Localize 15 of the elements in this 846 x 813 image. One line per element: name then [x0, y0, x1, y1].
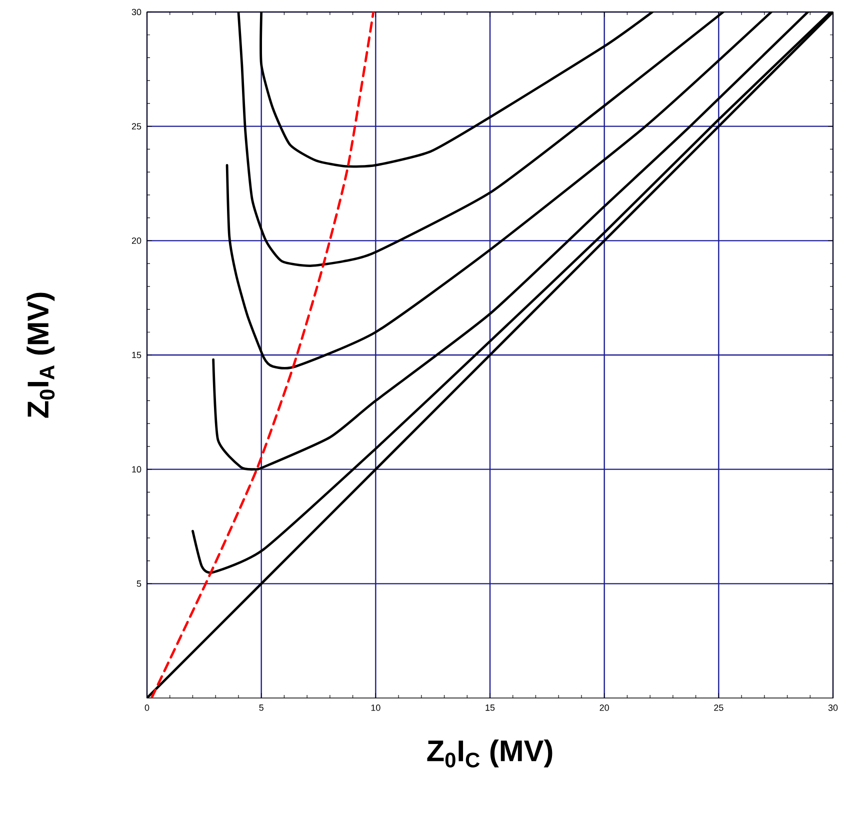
y-tick-label: 5 — [136, 580, 142, 587]
x-tick-label: 5 — [259, 704, 264, 711]
x-tick-label: 10 — [371, 704, 380, 711]
x-tick-label: 0 — [144, 704, 150, 711]
x-tick-label: 20 — [600, 704, 609, 711]
x-axis-title: Z$_{0}$I$_{C}$ (MV) — [427, 740, 552, 768]
y-tick-label: 30 — [132, 8, 142, 16]
x-tick-label: 30 — [828, 704, 838, 711]
y-tick-label: 15 — [132, 352, 142, 358]
y-axis-title: Z$_{0}$I$_{A}$ (MV) — [26, 292, 55, 418]
y-tick-label: 20 — [132, 237, 142, 244]
y-tick-label: 25 — [132, 123, 142, 130]
x-tick-label: 15 — [486, 704, 495, 711]
y-tick-label: 10 — [132, 466, 142, 473]
x-tick-label: 25 — [714, 704, 724, 711]
